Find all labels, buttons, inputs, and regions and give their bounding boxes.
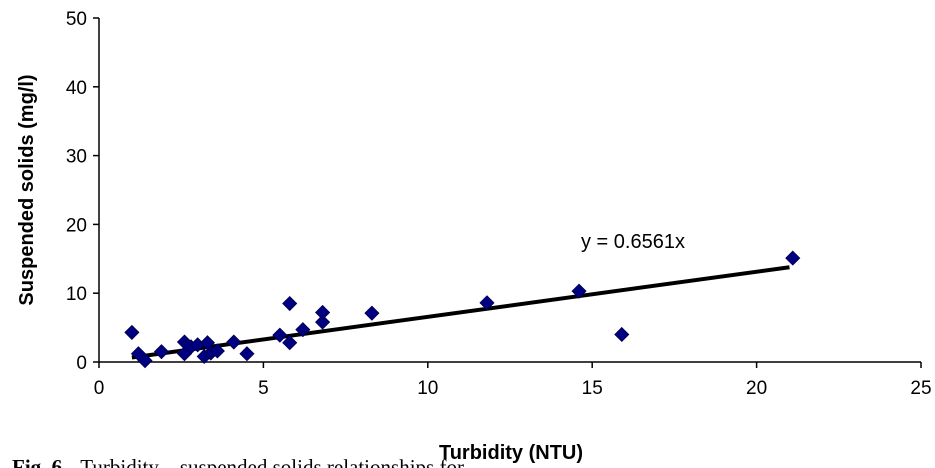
trendline <box>131 265 790 360</box>
data-point <box>785 250 801 266</box>
data-point <box>571 283 587 299</box>
x-tick-label: 20 <box>746 378 767 399</box>
data-points <box>124 250 801 369</box>
x-tick-label: 25 <box>910 378 931 399</box>
data-point <box>226 334 242 350</box>
data-point <box>614 326 630 343</box>
data-point <box>295 322 311 338</box>
x-tick-label: 0 <box>94 378 105 399</box>
caption-text: Turbidity – suspended solids relationshi… <box>80 455 464 468</box>
y-tick-label: 30 <box>66 147 87 168</box>
trendline-equation: y = 0.6561x <box>581 231 685 253</box>
y-tick-label: 0 <box>76 353 87 374</box>
data-point <box>137 353 153 369</box>
data-point <box>315 304 331 321</box>
figure-caption: Fig. 6. Turbidity – suspended solids rel… <box>12 455 464 468</box>
data-point <box>282 335 298 351</box>
data-point <box>282 295 298 312</box>
data-point <box>153 344 170 360</box>
data-point <box>209 343 225 359</box>
data-point <box>272 327 288 343</box>
y-tick-label: 20 <box>66 215 87 236</box>
x-axis-ticks: 0 5 10 15 20 25 <box>94 362 932 399</box>
x-tick-label: 15 <box>582 378 603 399</box>
y-tick-label: 50 <box>66 9 87 30</box>
data-point <box>479 295 495 311</box>
y-tick-label: 40 <box>66 78 87 99</box>
data-point <box>239 346 255 362</box>
x-tick-label: 5 <box>258 378 269 399</box>
caption-label: Fig. 6. <box>12 455 67 468</box>
y-tick-label: 10 <box>66 284 87 305</box>
y-axis-title: Suspended solids (mg/l) <box>16 74 38 305</box>
y-axis-ticks: 0 10 20 30 40 50 <box>66 9 99 374</box>
data-point <box>124 324 140 340</box>
x-axis-title: Turbidity (NTU) <box>439 442 583 464</box>
data-point <box>315 314 331 330</box>
x-tick-label: 10 <box>417 378 438 399</box>
data-point <box>364 305 380 321</box>
